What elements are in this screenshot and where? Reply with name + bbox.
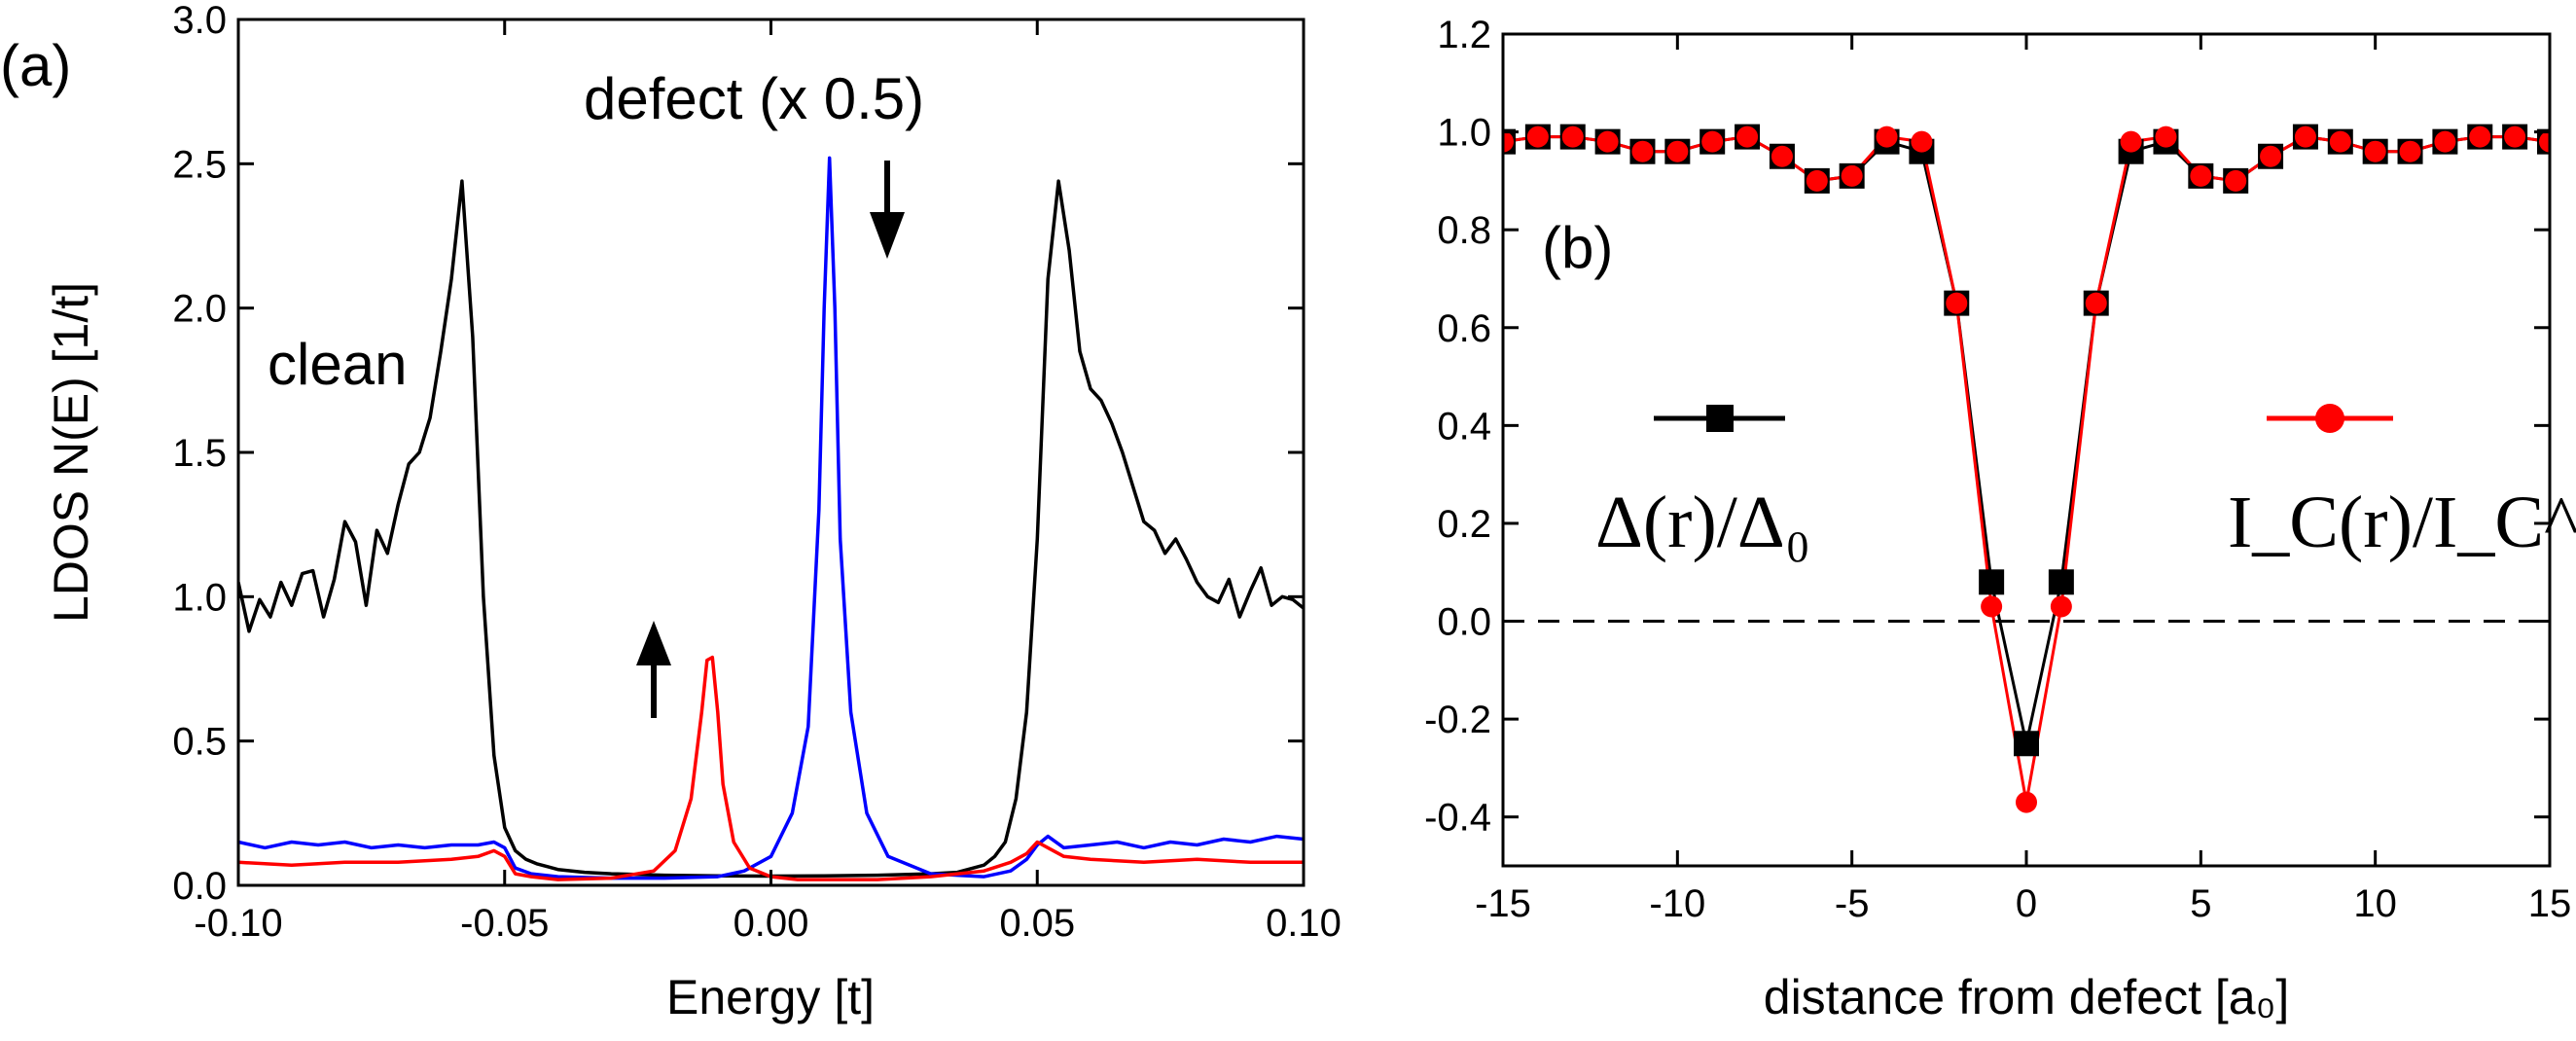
ic-point <box>1596 130 1619 153</box>
ic-point <box>1666 140 1689 162</box>
ic-point <box>2260 145 2282 167</box>
panel-b-x-tick-label: 5 <box>2190 882 2211 925</box>
panel-a-y-tick-label: 2.5 <box>172 143 227 186</box>
ic-point <box>1806 169 1828 192</box>
panel-b-x-tick-label: 15 <box>2528 882 2572 925</box>
panel-a-y-tick-label: 0.5 <box>172 721 227 764</box>
ic-point <box>1911 130 1933 153</box>
ic-point <box>2329 130 2351 153</box>
delta-point <box>2014 731 2039 757</box>
panel-a-y-tick-label: 0.0 <box>172 865 227 908</box>
panel-a-y-tick-label: 2.0 <box>172 288 227 331</box>
legend-delta-marker <box>1706 405 1734 432</box>
panel-a-y-tick-label: 1.5 <box>172 432 227 475</box>
ic-point <box>1841 164 1863 187</box>
panel-b-x-tick-label: -5 <box>1835 882 1870 925</box>
panel-b-y-tick-label: -0.4 <box>1424 797 1491 840</box>
ic-point <box>1736 126 1759 148</box>
panel-b-x-axis-title: distance from defect [a₀] <box>1764 970 2289 1024</box>
ic-point <box>2469 126 2491 148</box>
ic-point <box>2434 130 2456 153</box>
delta-point <box>2048 569 2074 595</box>
legend-ic-label: I_C(r)/I_C^0 <box>2228 482 2576 563</box>
series-ic-r-ic0-line <box>1503 135 2550 803</box>
panel-a-y-tick-label: 3.0 <box>172 0 227 42</box>
series-r-0-line <box>1503 135 2550 744</box>
panel-a-x-tick-label: 0.10 <box>1266 902 1342 945</box>
ic-point <box>2225 169 2247 192</box>
ic-point <box>1946 292 1968 314</box>
panel-b-y-tick-label: 0.4 <box>1437 405 1491 448</box>
delta-point <box>1979 569 2005 595</box>
panel-a-x-tick-label: 0.05 <box>999 902 1075 945</box>
series-defect-x-0-5-line <box>238 156 1304 880</box>
series-defect-up-line <box>238 655 1304 881</box>
panel-a-x-tick-label: -0.10 <box>194 902 282 945</box>
ic-point <box>1876 126 1898 148</box>
panel-b-x-tick-label: 10 <box>2353 882 2397 925</box>
panel-b-y-tick-label: 1.0 <box>1437 112 1491 155</box>
ic-point <box>1526 126 1549 148</box>
panel-b-y-tick-label: 0.2 <box>1437 503 1491 546</box>
panel-b-x-tick-label: 0 <box>2016 882 2037 925</box>
ic-point <box>2294 126 2316 148</box>
legend-delta: Δ(r)/Δ₀ <box>1595 405 1810 563</box>
panel-a-chart: (a) -0.10 -0.05 0.00 0.05 0.10 0.0 0.5 1.0 1.5 2.… <box>0 0 1342 1024</box>
panel-b-label: (b) <box>1542 215 1613 280</box>
panel-a-x-axis-title: Energy [t] <box>666 970 875 1024</box>
series-clean-line <box>238 179 1304 879</box>
ic-point <box>1981 595 2003 618</box>
panel-b-y-tick-label: 0.0 <box>1437 601 1491 644</box>
ic-point <box>2050 595 2072 618</box>
ic-point <box>2155 126 2177 148</box>
ic-point <box>2539 130 2550 153</box>
panel-b-x-tick-label: -10 <box>1649 882 1705 925</box>
panel-a-x-tick-label: 0.00 <box>733 902 809 945</box>
panel-b-y-tick-label: 1.2 <box>1437 14 1491 56</box>
ic-point <box>2364 140 2386 162</box>
ic-point <box>2016 791 2037 813</box>
panel-a-label: (a) <box>0 33 71 98</box>
ic-point <box>2399 140 2421 162</box>
ic-point <box>2190 164 2212 187</box>
ic-point <box>2085 292 2107 314</box>
ic-point <box>1771 145 1793 167</box>
panel-a-x-tick-label: -0.05 <box>460 902 549 945</box>
panel-b-y-tick-label: 0.8 <box>1437 209 1491 252</box>
legend-delta-label: Δ(r)/Δ₀ <box>1595 482 1810 563</box>
defect-curve-label: defect (x 0.5) <box>584 66 924 131</box>
legend-ic-marker <box>2315 404 2344 433</box>
clean-curve-label: clean <box>268 332 407 397</box>
panel-b-y-tick-label: -0.2 <box>1424 699 1491 741</box>
ic-point <box>1701 130 1724 153</box>
ic-point <box>1631 140 1654 162</box>
ic-point <box>2120 130 2142 153</box>
panel-a-axes-frame <box>236 18 1306 887</box>
spin-up-arrow-icon <box>636 621 671 718</box>
panel-b-x-tick-label: -15 <box>1475 882 1531 925</box>
panel-b-chart: -15 -10 -5 0 5 10 15 -0.4 -0.2 0.0 0.2 0.4 0.6 0.8 1.0… <box>1424 14 2576 1024</box>
panel-a-y-axis-title: LDOS N(E) [1/t] <box>44 282 98 623</box>
ic-point <box>2504 126 2526 148</box>
panel-a-y-tick-label: 1.0 <box>172 576 227 619</box>
legend-ic: I_C(r)/I_C^0 <box>2228 404 2576 563</box>
panel-b-y-tick-label: 0.6 <box>1437 307 1491 350</box>
ic-point <box>1503 130 1514 153</box>
spin-down-arrow-icon <box>870 161 905 259</box>
ic-point <box>1561 126 1584 148</box>
